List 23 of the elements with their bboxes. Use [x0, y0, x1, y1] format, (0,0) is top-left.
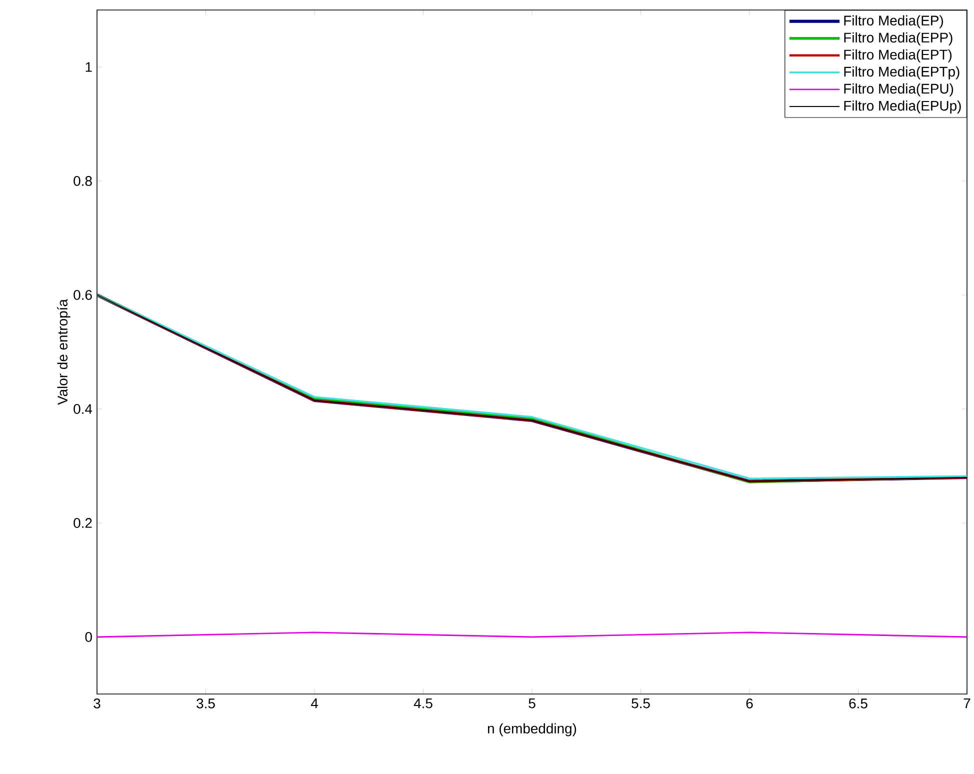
- x-tick-label: 3: [94, 698, 100, 708]
- legend-label: Filtro Media(EPUp): [844, 100, 961, 114]
- x-tick-label: 5.5: [632, 698, 650, 708]
- legend-label: Filtro Media(EPU): [844, 83, 954, 96]
- x-tick-label: 4: [310, 698, 318, 708]
- legend-label: Filtro Media(EPT): [844, 49, 952, 62]
- y-tick-label: 0.4: [74, 404, 92, 414]
- y-tick-label: 0: [85, 632, 92, 642]
- y-tick-label: 1: [86, 62, 92, 72]
- y-axis-title: Valor de entropía: [57, 299, 70, 405]
- x-tick-label: 7: [964, 698, 970, 708]
- x-tick-label: 6: [746, 698, 753, 708]
- y-tick-label: 0.8: [74, 176, 92, 186]
- x-tick-label: 6.5: [849, 698, 868, 708]
- x-tick-label: 3.5: [196, 698, 215, 708]
- legend-label: Filtro Media(EPTp): [844, 66, 960, 80]
- x-axis-title: n (embedding): [488, 723, 576, 736]
- y-tick-label: 0.2: [74, 518, 92, 528]
- x-tick-label: 4.5: [414, 698, 432, 708]
- x-tick-label: 5: [528, 698, 536, 708]
- legend-label: Filtro Media(EPP): [844, 32, 952, 46]
- y-tick-label: 0.6: [74, 290, 92, 300]
- legend-label: Filtro Media(EP): [844, 15, 943, 28]
